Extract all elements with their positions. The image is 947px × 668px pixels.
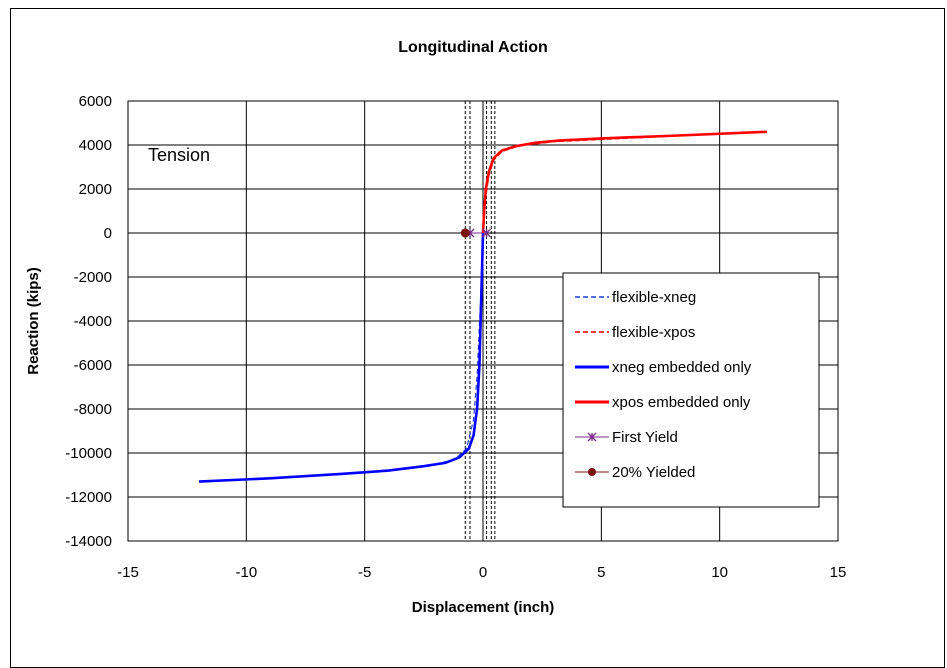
legend-marker-20-yielded [588, 468, 596, 476]
legend-box [562, 272, 820, 508]
y-tick-label: -6000 [74, 357, 112, 374]
tension-annotation: Tension [148, 145, 210, 165]
series-layer [198, 130, 768, 483]
legend-label-flexible-xneg: flexible-xneg [612, 289, 696, 306]
x-tick-label: -15 [117, 564, 139, 581]
y-tick-label: -12000 [65, 489, 112, 506]
y-tick-label: -4000 [74, 313, 112, 330]
legend-marker-first-yield [587, 432, 597, 442]
y-axis-title: Reaction (kips) [25, 267, 42, 375]
x-axis-title: Displacement (inch) [412, 599, 555, 616]
legend-label-flexible-xpos: flexible-xpos [612, 324, 695, 341]
y-tick-label: -10000 [65, 445, 112, 462]
marker-20-yielded [460, 228, 470, 238]
y-tick-label: 0 [104, 225, 112, 242]
vertical-reference-lines [464, 101, 496, 541]
marker-first-yield [482, 228, 492, 238]
series-line-flexible-xpos [482, 131, 768, 234]
chart-title: Longitudinal Action [398, 39, 548, 56]
series-line-flexible-xneg [198, 232, 484, 483]
legend-label-xpos-embedded-only: xpos embedded only [612, 394, 751, 411]
series-line-xneg-embedded-only [198, 232, 485, 483]
plot-area-border [127, 100, 839, 542]
y-tick-label: -2000 [74, 269, 112, 286]
y-tick-label: 4000 [79, 137, 112, 154]
x-tick-label: -10 [235, 564, 257, 581]
y-tick-label: -8000 [74, 401, 112, 418]
x-tick-label: -5 [358, 564, 371, 581]
x-tick-label: 5 [597, 564, 605, 581]
series-line-xpos-embedded-only [481, 130, 768, 234]
y-tick-label: 6000 [79, 93, 112, 110]
x-tick-label: 10 [711, 564, 728, 581]
legend-label-20-yielded: 20% Yielded [612, 464, 695, 481]
legend-label-first-yield: First Yield [612, 429, 678, 446]
axis-layer: 6000 4000 2000 0 -2000 -4000 -6000 -8000 -10000 -… [65, 93, 846, 581]
x-tick-label: 0 [479, 564, 487, 581]
x-tick-label: 15 [830, 564, 847, 581]
chart-svg: Longitudinal Action 6000 4000 2000 0 -2000 -4… [25, 39, 846, 616]
legend: flexible-xneg flexible-xpos xneg embedded … [562, 272, 820, 508]
y-tick-label: -14000 [65, 533, 112, 550]
legend-label-xneg-embedded-only: xneg embedded only [612, 359, 752, 376]
y-tick-label: 2000 [79, 181, 112, 198]
